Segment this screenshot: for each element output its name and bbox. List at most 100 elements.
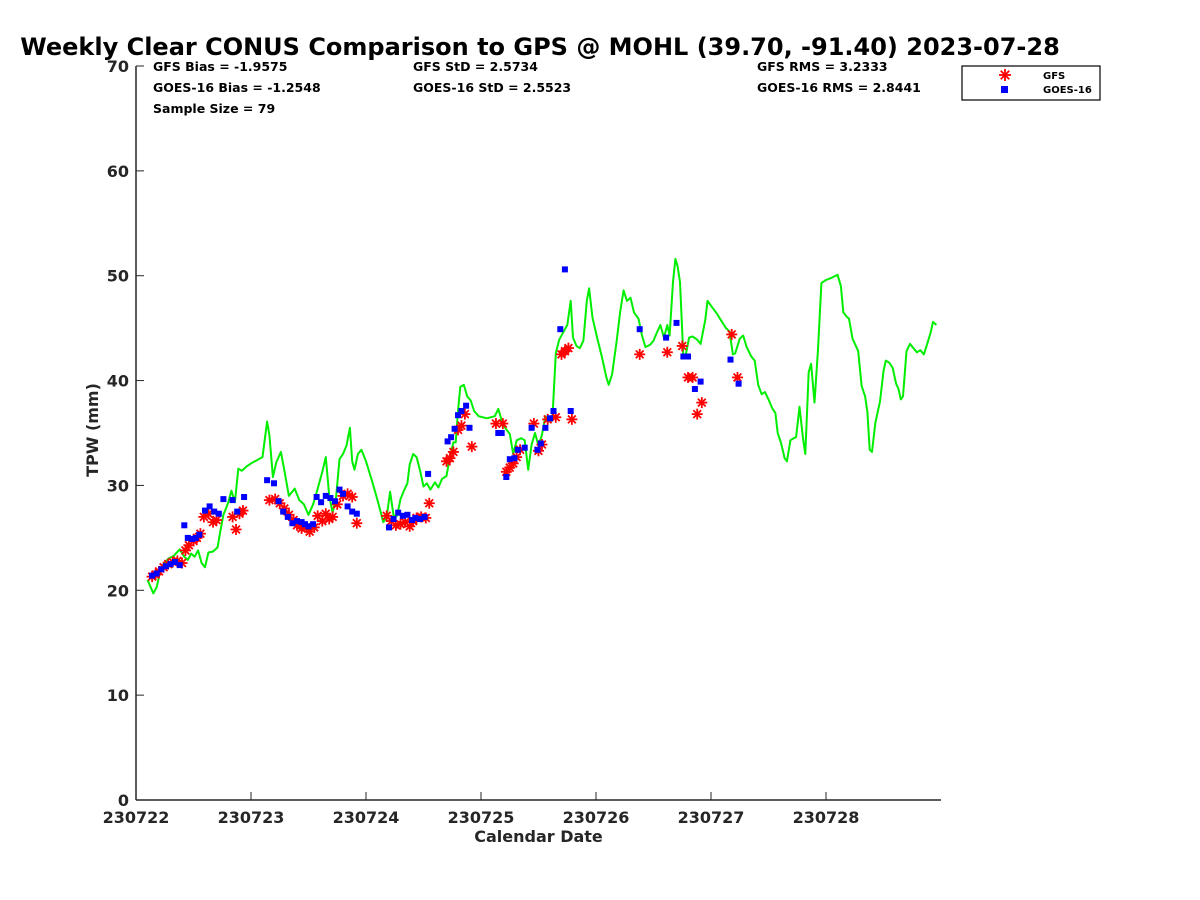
gfs-point xyxy=(661,346,673,358)
gfs-point xyxy=(327,511,339,523)
gfs-point xyxy=(696,397,708,409)
goes16-point xyxy=(229,497,236,504)
goes16-point xyxy=(528,424,535,431)
goes16-point xyxy=(211,508,218,515)
legend-gfs-label: GFS xyxy=(1043,71,1065,82)
goes16-point xyxy=(395,509,402,516)
y-tick-label: 10 xyxy=(107,686,129,705)
gfs-point xyxy=(562,342,574,354)
goes16-point xyxy=(275,498,282,505)
gfs-point xyxy=(691,408,703,420)
x-tick-label: 230726 xyxy=(563,808,630,827)
goes16-point xyxy=(425,470,432,477)
gfs-point xyxy=(230,523,242,535)
x-tick-label: 230725 xyxy=(448,808,515,827)
goes-bias-stat: GOES-16 Bias = -1.2548 xyxy=(153,80,321,95)
goes16-point xyxy=(336,486,343,493)
goes16-point xyxy=(542,424,549,431)
goes16-point xyxy=(284,513,291,520)
goes16-point xyxy=(327,495,334,501)
goes16-point xyxy=(557,326,564,333)
y-tick-label: 40 xyxy=(107,372,129,391)
gfs-rms-stat: GFS RMS = 3.2333 xyxy=(757,59,888,74)
gfs-point xyxy=(381,510,393,522)
gfs-point xyxy=(726,328,738,340)
legend-goes16-marker xyxy=(1001,86,1008,93)
goes16-point xyxy=(537,440,544,447)
goes16-point xyxy=(162,563,169,570)
goes16-point xyxy=(271,480,277,487)
goes16-point xyxy=(412,514,419,521)
goes16-point xyxy=(691,386,698,392)
y-tick-label: 50 xyxy=(107,267,129,286)
goes16-point xyxy=(417,516,424,522)
goes16-point xyxy=(399,512,406,519)
gfs-point xyxy=(687,371,699,383)
goes16-point xyxy=(349,508,356,515)
goes16-point xyxy=(404,511,411,518)
goes-rms-stat: GOES-16 RMS = 2.8441 xyxy=(757,80,921,95)
goes16-point xyxy=(636,326,643,333)
gfs-std-stat: GFS StD = 2.5734 xyxy=(413,59,538,74)
goes16-point xyxy=(181,522,188,529)
goes16-point xyxy=(495,430,502,436)
goes16-point xyxy=(390,516,397,522)
gfs-point xyxy=(447,446,459,458)
y-tick-label: 20 xyxy=(107,581,129,600)
goes16-point xyxy=(344,503,351,510)
goes16-point xyxy=(444,438,451,445)
gfs-bias-stat: GFS Bias = -1.9575 xyxy=(153,59,287,74)
x-tick-label: 230722 xyxy=(103,808,170,827)
goes16-point xyxy=(521,444,528,451)
goes16-point xyxy=(685,353,691,360)
goes16-point xyxy=(289,520,296,527)
goes16-point xyxy=(149,572,156,579)
goes16-point xyxy=(663,334,670,341)
goes16-point xyxy=(318,499,325,506)
goes16-point xyxy=(192,534,199,541)
y-tick-label: 30 xyxy=(107,476,129,495)
y-axis-label: TPW (mm) xyxy=(83,383,102,477)
goes16-point xyxy=(547,415,553,422)
goes16-point xyxy=(503,474,510,480)
x-axis-label: Calendar Date xyxy=(474,827,603,846)
y-tick-label: 60 xyxy=(107,162,129,181)
goes16-point xyxy=(506,456,513,463)
goes16-point xyxy=(421,513,428,520)
gfs-point xyxy=(634,348,646,360)
gfs-point xyxy=(351,517,363,529)
gfs-series-layer xyxy=(146,328,743,583)
goes16-point xyxy=(322,492,329,499)
goes16-point xyxy=(189,535,196,542)
goes16-point xyxy=(280,508,287,515)
x-tick-label: 230728 xyxy=(793,808,860,827)
goes16-point xyxy=(220,496,227,503)
gfs-point xyxy=(466,441,478,453)
gfs-point xyxy=(346,491,358,503)
gfs-point xyxy=(423,497,435,509)
goes16-point xyxy=(302,521,308,528)
goes16-point xyxy=(451,425,458,432)
goes16-point xyxy=(409,517,415,523)
chart-title: Weekly Clear CONUS Comparison to GPS @ M… xyxy=(20,33,1060,61)
goes16-point xyxy=(697,378,704,385)
legend: GFS GOES-16 xyxy=(961,65,1101,101)
y-tick-label: 0 xyxy=(118,791,129,810)
goes16-point xyxy=(234,508,241,515)
axes: 0 10 20 30 40 50 60 70 230722 230723 230724 230725 2… xyxy=(83,57,941,846)
goes16-point xyxy=(561,266,568,273)
goes16-point xyxy=(466,424,473,431)
goes16-point xyxy=(202,507,208,514)
goes16-point xyxy=(567,408,574,414)
goes16-point xyxy=(353,510,360,517)
goes16-point xyxy=(550,408,557,414)
goes16-point xyxy=(455,412,461,419)
goes16-point xyxy=(294,518,300,525)
goes16-point xyxy=(298,519,305,526)
legend-gfs-marker xyxy=(999,69,1011,81)
goes16-point xyxy=(241,494,248,500)
goes16-point xyxy=(680,353,687,360)
y-tick-label: 70 xyxy=(107,57,129,76)
x-tick-label: 230723 xyxy=(218,808,285,827)
goes16-point xyxy=(167,561,174,568)
